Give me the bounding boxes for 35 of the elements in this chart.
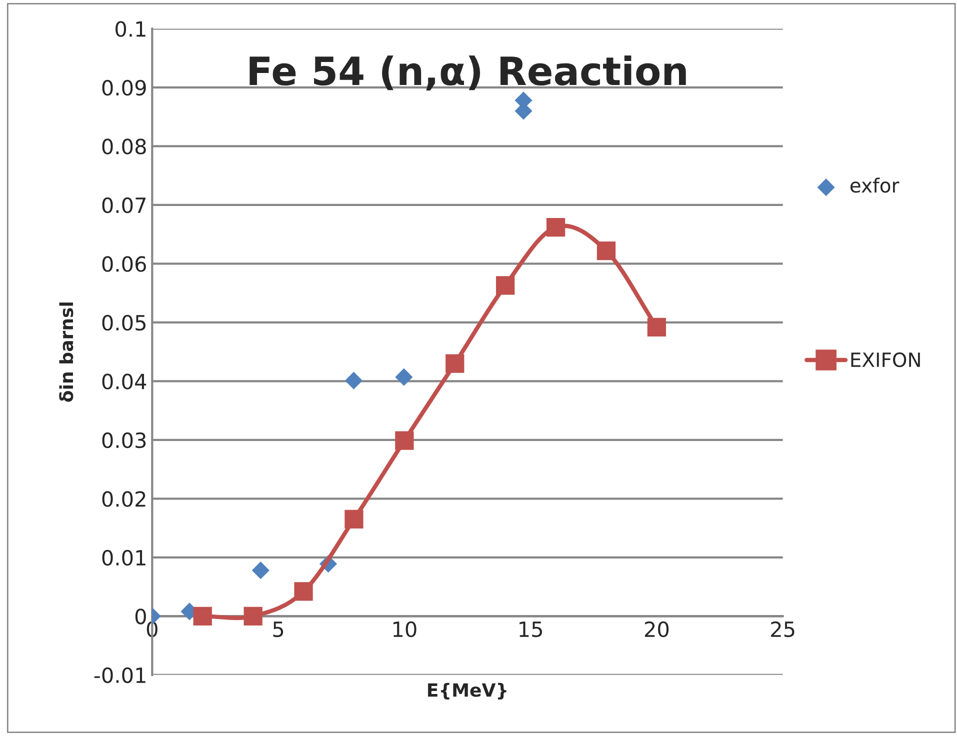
legend-label: EXIFON <box>851 352 920 368</box>
x-tick-label: 10 <box>393 621 416 638</box>
y-tick-label: 0 <box>135 608 146 624</box>
y-tick-label: 0.08 <box>102 138 146 154</box>
point <box>244 606 262 626</box>
point <box>496 276 515 295</box>
y-tick-label: 0.06 <box>102 256 146 272</box>
x-tick-label: 5 <box>273 622 284 638</box>
x-tick-label: 20 <box>644 621 669 638</box>
point <box>395 368 413 386</box>
point <box>446 354 464 373</box>
y-tick-label: 0.03 <box>102 432 146 448</box>
y-tick-label: 0.1 <box>116 21 146 37</box>
x-tick-label: 15 <box>520 622 542 638</box>
point <box>252 562 270 580</box>
x-axis-title: E{MeV} <box>428 682 506 700</box>
point <box>344 372 363 390</box>
point <box>395 431 414 450</box>
point <box>546 218 566 237</box>
y-tick-label: 0.09 <box>102 80 146 96</box>
y-axis-title: δin barnsl <box>59 302 74 402</box>
point <box>193 606 212 626</box>
y-tick-label: 0.07 <box>102 197 146 214</box>
point <box>294 582 313 601</box>
y-tick-label: -0.01 <box>94 667 146 684</box>
point <box>596 241 616 260</box>
point <box>344 510 364 529</box>
y-tick-label: 0.01 <box>102 550 146 566</box>
text: Fe 54 (n,α) Reaction <box>250 55 686 91</box>
legend-label: exfor <box>850 178 900 193</box>
y-tick-label: 0.05 <box>102 314 146 331</box>
x-tick-label: 25 <box>771 621 794 638</box>
y-tick-label: 0.02 <box>102 491 146 507</box>
point <box>647 318 666 336</box>
y-tick-label: 0.04 <box>102 374 146 390</box>
